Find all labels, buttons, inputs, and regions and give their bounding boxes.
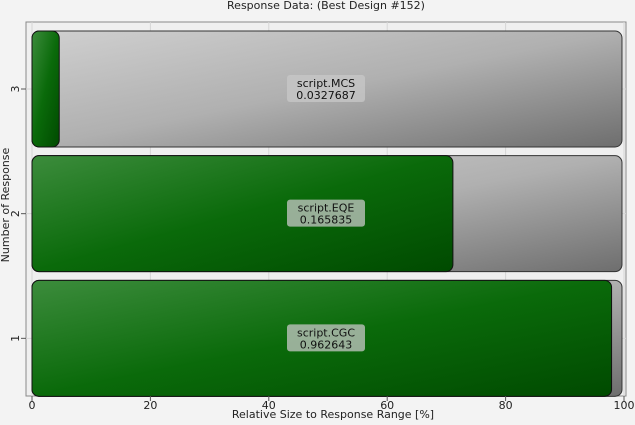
- bar-name-label: script.EQE: [298, 202, 355, 215]
- y-tick-label: 1: [9, 335, 22, 342]
- bar-name-label: script.CGC: [297, 326, 355, 339]
- chart-title: Response Data: (Best Design #152): [227, 0, 425, 12]
- bar-label-box: [287, 75, 365, 102]
- bar-label-box: [287, 324, 365, 352]
- x-axis-ticks: 0 20 40 60 80 100: [29, 396, 635, 412]
- y-axis-label: Number of Response: [0, 147, 12, 262]
- bar-label-box: [287, 199, 365, 227]
- x-axis-label: Relative Size to Response Range [%]: [232, 408, 434, 421]
- x-tick-label: 40: [262, 399, 276, 412]
- bar-name-label: script.MCS: [297, 77, 355, 90]
- bar-value-label: 0.165835: [300, 214, 353, 227]
- y-tick-label: 2: [9, 210, 22, 217]
- bar-value-label: 0.962643: [300, 338, 353, 351]
- y-tick-label: 3: [9, 86, 22, 93]
- x-tick-label: 100: [614, 399, 635, 412]
- x-tick-label: 80: [499, 399, 513, 412]
- x-tick-label: 60: [380, 399, 394, 412]
- x-tick-label: 20: [143, 399, 157, 412]
- x-tick-label: 0: [29, 399, 36, 412]
- y-axis-ticks: 1 2 3: [9, 86, 26, 342]
- bar-3: [31, 30, 60, 148]
- bar-2: [31, 155, 454, 273]
- bar-value-label: 0.0327687: [296, 89, 356, 102]
